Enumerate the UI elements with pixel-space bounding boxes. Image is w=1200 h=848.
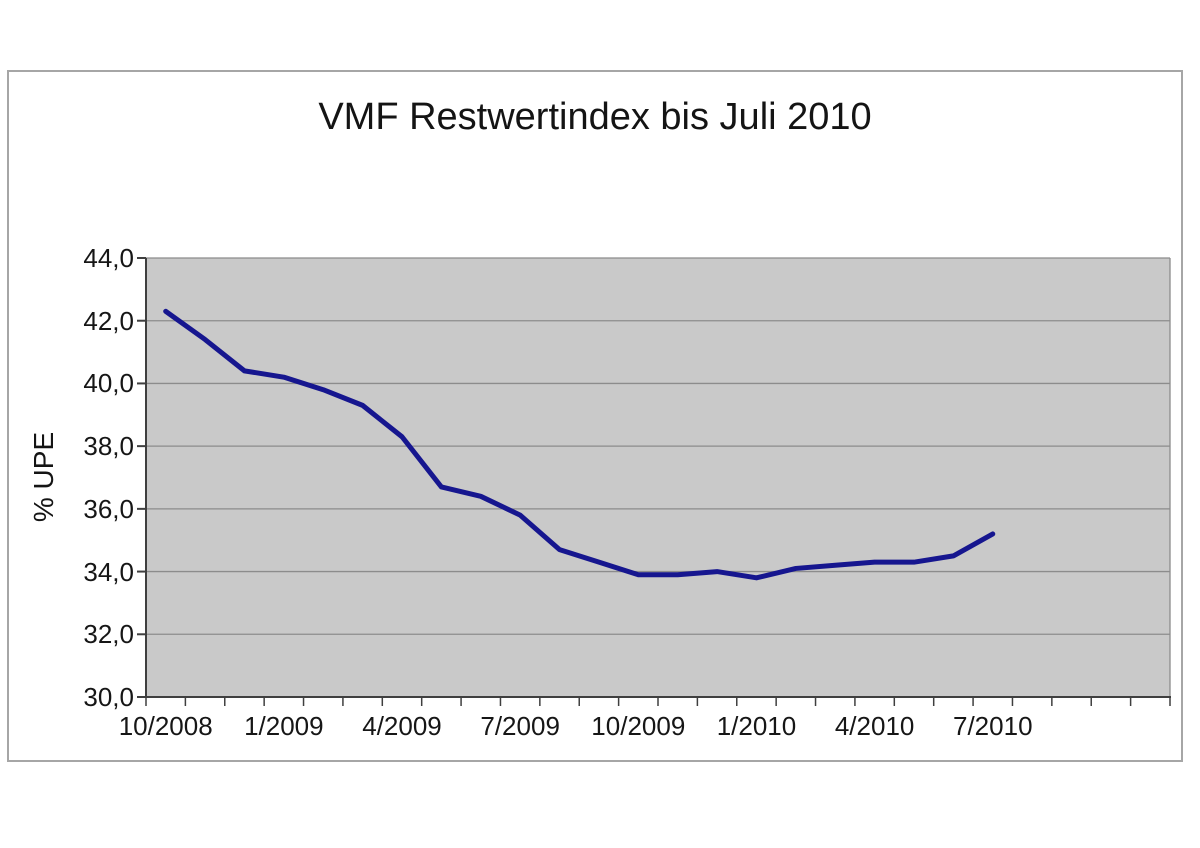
x-tick-label: 10/2008 xyxy=(118,711,213,741)
y-tick-label: 40,0 xyxy=(83,368,134,399)
y-tick-label: 34,0 xyxy=(83,556,134,587)
x-tick-label: 4/2010 xyxy=(834,711,915,741)
x-tick-label: 10/2009 xyxy=(591,711,686,741)
y-tick-label: 38,0 xyxy=(83,431,134,462)
x-tick-label: 7/2010 xyxy=(953,711,1033,741)
y-tick-label: 32,0 xyxy=(83,619,134,650)
plot-area xyxy=(146,258,1170,697)
series-line-restwertindex xyxy=(163,308,996,581)
y-tick-label: 44,0 xyxy=(83,243,134,273)
chart-title: VMF Restwertindex bis Juli 2010 xyxy=(318,96,872,138)
x-tick-label: 4/2009 xyxy=(362,711,442,741)
x-tick-label: 1/2009 xyxy=(244,711,324,741)
y-tick-label: 42,0 xyxy=(83,305,134,336)
x-tick-label: 7/2009 xyxy=(480,711,560,741)
y-tick-label: 36,0 xyxy=(83,493,134,524)
x-tick-label: 1/2010 xyxy=(716,711,797,741)
y-tick-label: 30,0 xyxy=(83,682,134,712)
